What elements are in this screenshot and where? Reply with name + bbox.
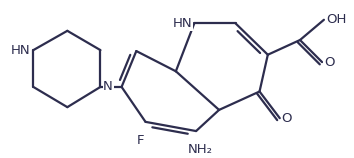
Text: O: O	[282, 112, 292, 125]
Text: HN: HN	[11, 44, 30, 57]
Text: NH₂: NH₂	[188, 143, 213, 156]
Text: OH: OH	[326, 13, 346, 26]
Text: HN: HN	[173, 17, 193, 30]
Text: F: F	[137, 134, 145, 147]
Text: N: N	[103, 80, 113, 93]
Text: O: O	[324, 56, 335, 69]
